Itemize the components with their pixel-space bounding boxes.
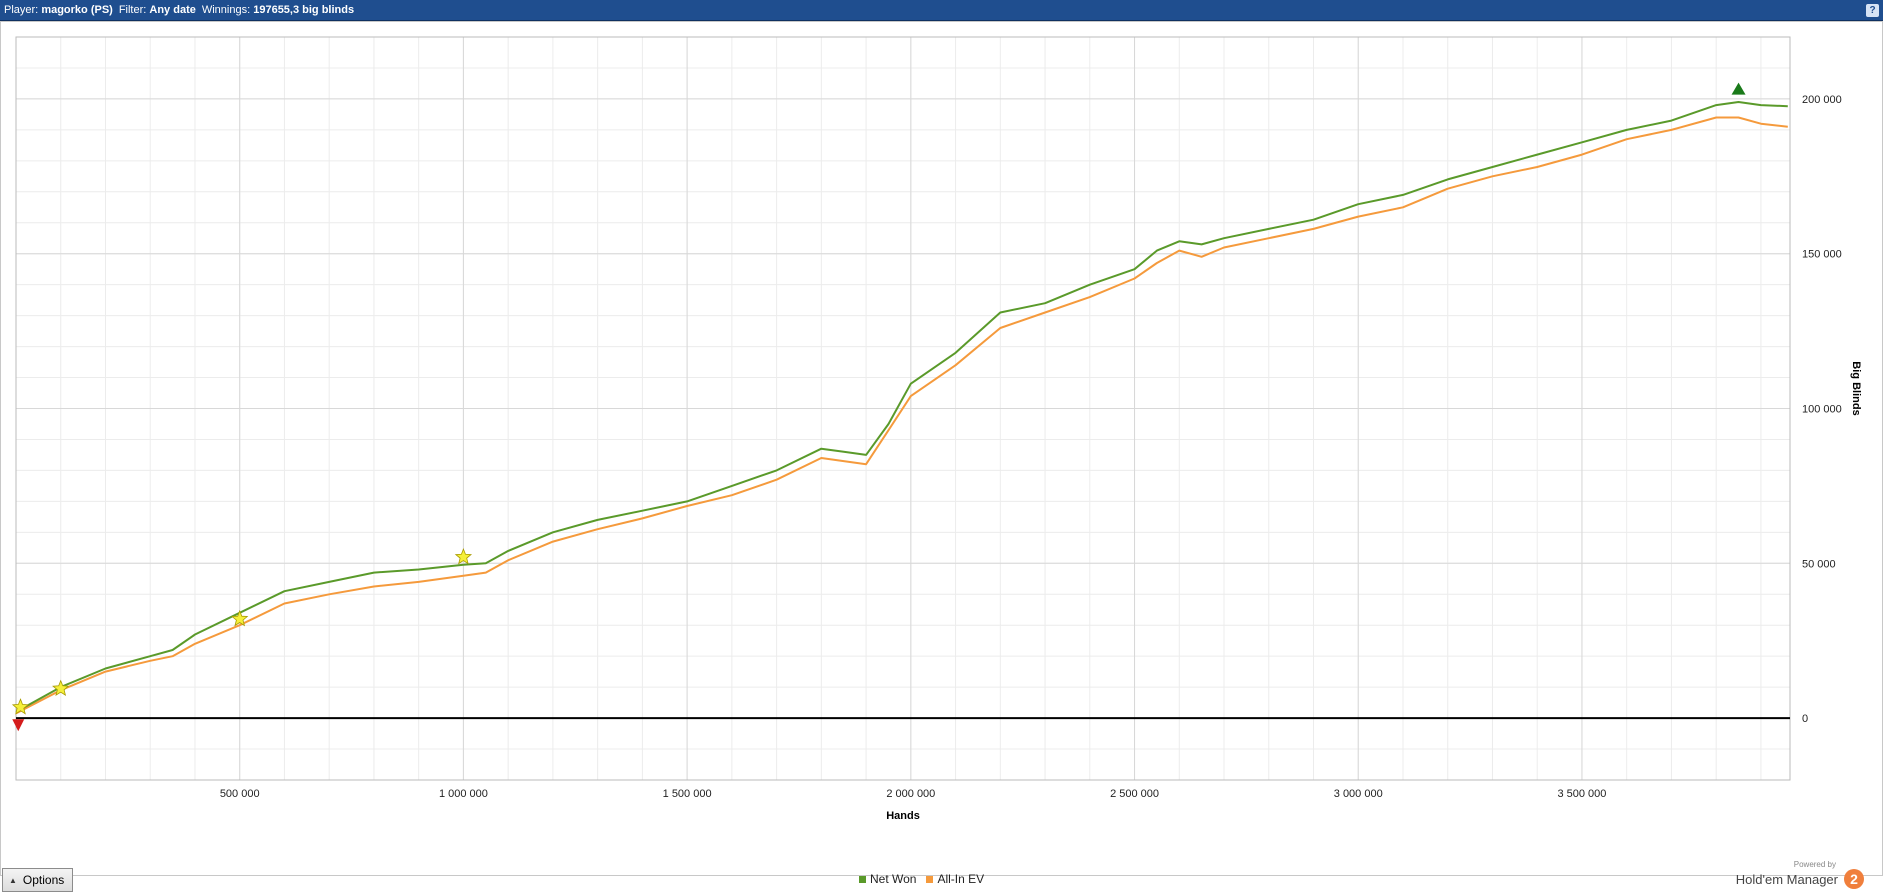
y-tick-label: 200 000 [1802,94,1842,106]
options-label: Options [22,873,65,887]
branding: Powered by Hold'em Manager 2 [1736,860,1864,889]
filter-label: Filter: [118,4,147,16]
legend-swatch-net-won [859,875,866,883]
y-tick-label: 50 000 [1802,558,1836,570]
title-bar: Player: magorko (PS) Filter: Any date Wi… [0,0,1883,21]
star-marker-icon [231,609,249,627]
star-marker-icon [11,698,30,715]
series-group [15,101,1788,715]
graph-chart: 500 000 1 000 000 1 500 000 2 000 000 2 500 … [11,36,1862,822]
legend-label-allin-ev: All-In EV [937,872,985,886]
x-axis-label: Hands [886,810,920,822]
x-tick-label: 3 500 000 [1557,788,1606,800]
x-axis-ticks: 500 000 1 000 000 1 500 000 2 000 000 2 500 … [220,788,1607,800]
y-tick-label: 150 000 [1802,249,1842,261]
series-line-net-won [15,101,1788,713]
brand-name: Hold'em Manager 2 [1736,869,1864,889]
x-tick-label: 2 000 000 [886,788,935,800]
x-tick-label: 3 000 000 [1334,788,1383,800]
triangle-up-icon: ▲ [9,875,17,885]
filter-value[interactable]: Any date [149,4,196,16]
legend: Net Won All-In EV [859,872,994,886]
star-marker-icon [52,679,70,696]
winnings-label: Winnings: [201,4,251,16]
brand-name-text: Hold'em Manager [1735,871,1838,887]
help-button[interactable]: ? [1866,4,1879,17]
legend-label-net-won: Net Won [870,872,917,886]
x-tick-label: 500 000 [220,788,260,800]
chart-frame: 500 000 1 000 000 1 500 000 2 000 000 2 500 … [0,21,1883,892]
powered-by-text: Powered by [1793,860,1836,869]
winnings-value: 197655,3 big blinds [253,4,355,16]
peak-marker-icon [1731,82,1746,95]
legend-item-allin-ev[interactable]: All-In EV [926,872,984,886]
player-label: Player: [4,4,39,16]
y-tick-label: 100 000 [1802,404,1842,416]
plot-area [15,36,1791,781]
y-axis-label: Big Blinds [1850,361,1862,415]
legend-swatch-allin-ev [926,875,934,883]
options-button[interactable]: ▲ Options [2,868,73,892]
x-tick-label: 1 500 000 [663,788,712,800]
player-value: magorko (PS) [41,4,113,16]
markers-group [11,82,1746,732]
legend-item-net-won[interactable]: Net Won [859,872,916,886]
series-line-allin-ev [15,116,1788,715]
low-marker-icon [12,719,25,732]
star-marker-icon [454,548,473,565]
x-tick-label: 1 000 000 [439,788,488,800]
hm2-logo-icon: 2 [1844,869,1864,889]
y-axis-ticks: 0 50 000 100 000 150 000 200 000 [1802,94,1842,725]
y-tick-label: 0 [1802,713,1808,725]
x-tick-label: 2 500 000 [1110,788,1159,800]
